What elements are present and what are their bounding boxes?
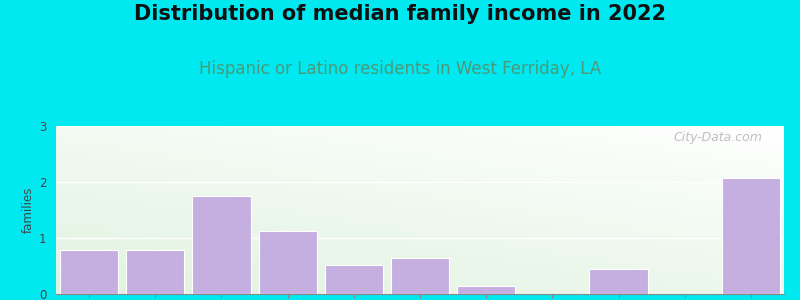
Bar	[325, 265, 383, 294]
Bar	[126, 250, 184, 294]
Text: City-Data.com: City-Data.com	[674, 131, 762, 144]
Bar	[258, 231, 317, 294]
Y-axis label: families: families	[22, 187, 34, 233]
Text: Distribution of median family income in 2022: Distribution of median family income in …	[134, 4, 666, 25]
Bar	[192, 196, 250, 294]
Bar	[722, 178, 780, 294]
Bar	[590, 269, 648, 294]
Bar	[391, 258, 449, 294]
Bar	[457, 286, 515, 294]
Text: Hispanic or Latino residents in West Ferriday, LA: Hispanic or Latino residents in West Fer…	[199, 60, 601, 78]
Bar	[60, 250, 118, 294]
